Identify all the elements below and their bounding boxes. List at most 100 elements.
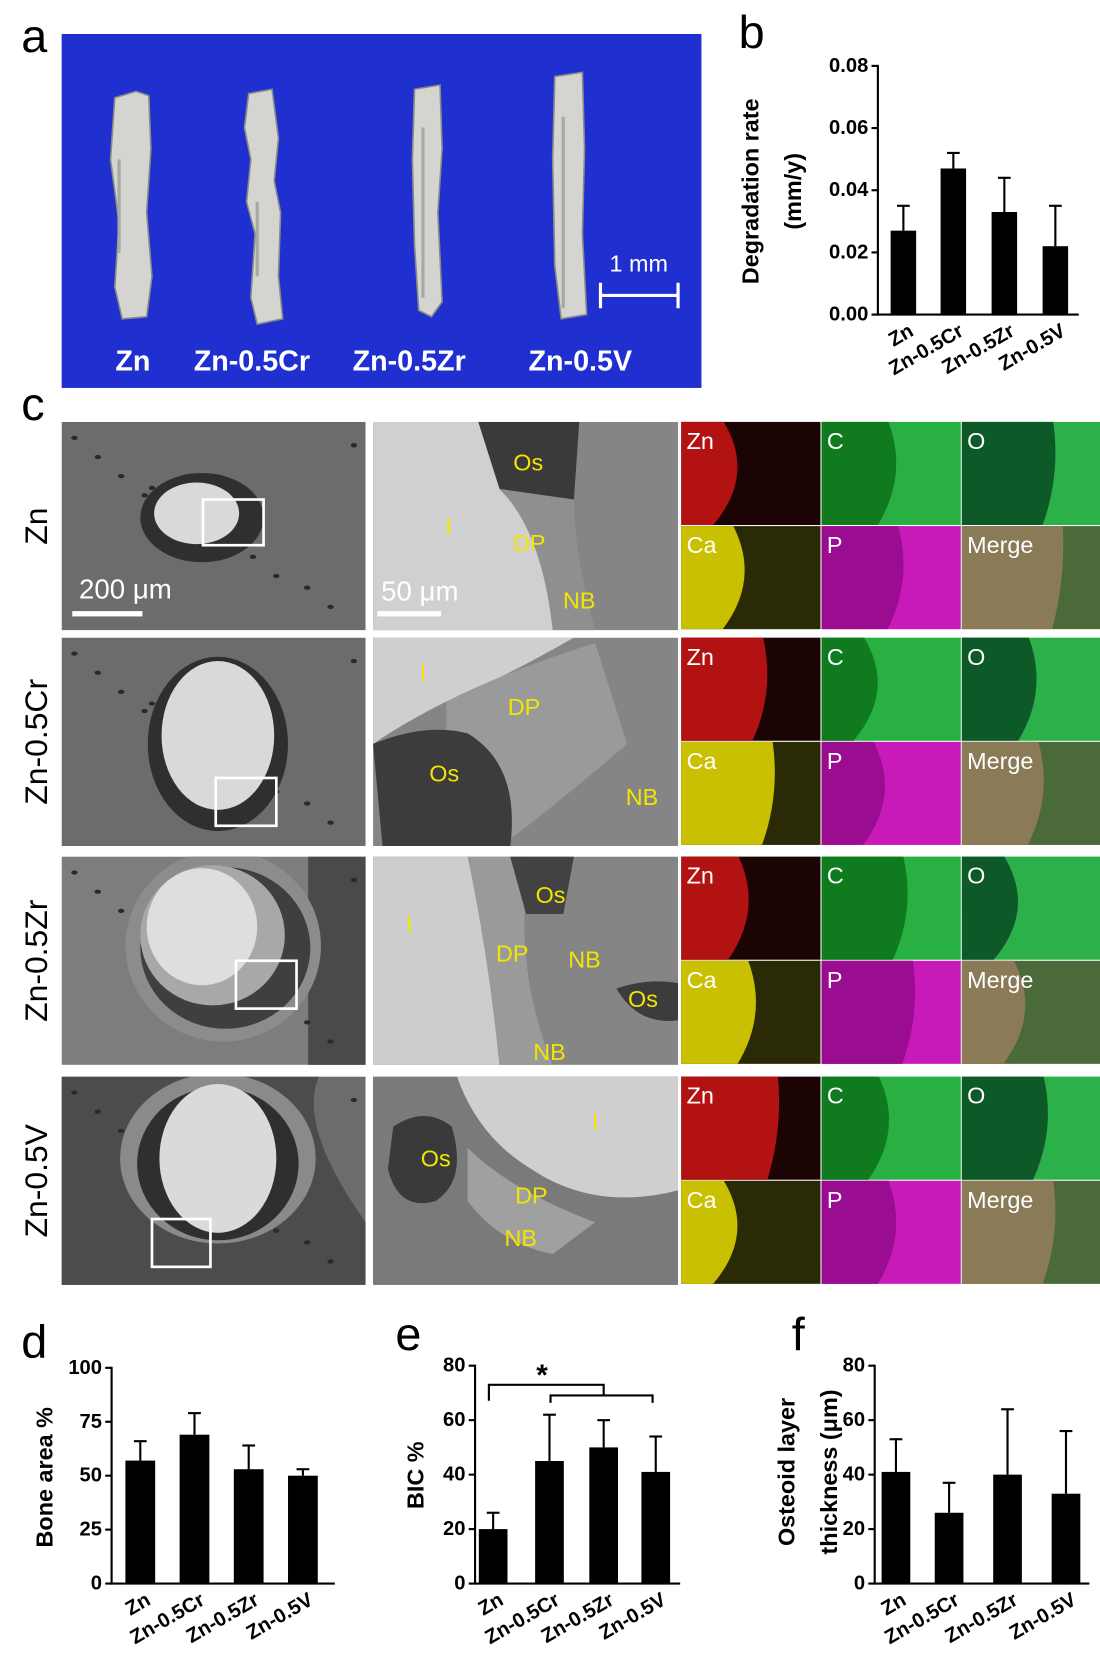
eds-label: C xyxy=(827,644,844,670)
lacuna xyxy=(118,690,124,694)
eds-label: Ca xyxy=(687,1187,717,1213)
eds-label: Merge xyxy=(967,532,1033,558)
row-label: Zn xyxy=(18,507,54,544)
eds-label: Zn xyxy=(687,1083,714,1109)
bar xyxy=(479,1529,508,1583)
y-tick-label: 50 xyxy=(80,1465,102,1487)
eds-label: Merge xyxy=(967,1187,1033,1213)
bar xyxy=(234,1469,264,1583)
tissue-label: Os xyxy=(513,449,543,475)
implant-render xyxy=(553,72,587,319)
bar xyxy=(125,1461,155,1584)
lacuna xyxy=(95,671,101,675)
tissue-label: Os xyxy=(536,882,566,908)
overview-micrograph xyxy=(62,850,372,1065)
eds-label: P xyxy=(827,1187,843,1213)
x-tick-label: Zn-0.5V xyxy=(1006,1589,1081,1645)
panel-letter: a xyxy=(21,10,47,62)
lacuna xyxy=(351,1098,357,1102)
bar xyxy=(993,1475,1022,1584)
y-tick-label: 80 xyxy=(843,1355,865,1377)
eds-label: O xyxy=(967,1083,985,1109)
y-tick-label: 0.00 xyxy=(829,304,868,326)
eds-label: Zn xyxy=(687,863,714,889)
y-axis-label: (mm/y) xyxy=(780,153,806,230)
eds-label: P xyxy=(827,532,843,558)
lacuna xyxy=(304,1020,310,1024)
y-tick-label: 80 xyxy=(443,1355,465,1377)
y-axis-label: Osteoid layer xyxy=(773,1398,799,1546)
eds-label: C xyxy=(827,1083,844,1109)
tissue-label: I xyxy=(445,513,452,539)
lacuna xyxy=(273,574,279,578)
y-tick-label: 25 xyxy=(80,1519,102,1541)
tissue-label: Os xyxy=(429,761,459,787)
y-tick-label: 0.04 xyxy=(829,179,869,201)
lacuna xyxy=(327,1259,333,1263)
overview-micrograph xyxy=(62,638,366,846)
eds-label: P xyxy=(827,967,843,993)
eds-label: Ca xyxy=(687,532,717,558)
y-tick-label: 0.06 xyxy=(829,117,868,139)
tissue-label: NB xyxy=(533,1039,565,1065)
lacuna xyxy=(304,1240,310,1244)
scale-bar-label: 50 μm xyxy=(381,575,458,606)
lacuna xyxy=(327,605,333,609)
eds-label: Ca xyxy=(687,967,717,993)
lacuna xyxy=(273,1229,279,1233)
scale-bar-label: 1 mm xyxy=(610,251,668,277)
lacuna xyxy=(71,436,77,440)
y-tick-label: 0 xyxy=(454,1573,465,1595)
bar xyxy=(882,1472,911,1584)
bar xyxy=(941,168,967,314)
implant-label: Zn-0.5V xyxy=(528,345,632,377)
y-tick-label: 0 xyxy=(91,1573,102,1595)
x-tick-label: Zn xyxy=(475,1589,507,1620)
implant-render xyxy=(412,85,442,317)
significance-bracket xyxy=(489,1385,653,1403)
y-axis-label: Degradation rate xyxy=(737,98,763,284)
eds-label: Zn xyxy=(687,644,714,670)
y-tick-label: 60 xyxy=(443,1409,465,1431)
lacuna xyxy=(351,878,357,882)
y-tick-label: 0.08 xyxy=(829,55,868,77)
lacuna xyxy=(141,493,147,497)
bar xyxy=(288,1476,318,1584)
y-tick-label: 0.02 xyxy=(829,241,868,263)
tissue-label: NB xyxy=(505,1225,537,1251)
tissue-label: I xyxy=(420,660,427,686)
bar xyxy=(180,1435,210,1584)
y-tick-label: 75 xyxy=(80,1411,102,1433)
lacuna xyxy=(95,1110,101,1114)
bar xyxy=(641,1472,670,1584)
page-body: {"panel_a": {"letter": "a", "labels": ["… xyxy=(0,0,1100,1667)
tissue-label: Os xyxy=(628,986,658,1012)
tissue-label: DP xyxy=(508,694,540,720)
tissue-label: NB xyxy=(568,947,600,973)
panel-letter: c xyxy=(21,378,44,430)
bar xyxy=(1043,246,1069,314)
bar xyxy=(935,1513,964,1584)
lacuna xyxy=(250,555,256,559)
tissue-label: I xyxy=(406,912,413,938)
lacuna xyxy=(351,659,357,663)
eds-label: P xyxy=(827,748,843,774)
bar xyxy=(589,1447,618,1583)
y-tick-label: 0 xyxy=(854,1573,865,1595)
y-tick-label: 40 xyxy=(843,1464,865,1486)
panel-letter: b xyxy=(739,6,765,58)
row-label: Zn-0.5Cr xyxy=(18,679,54,805)
y-tick-label: 40 xyxy=(443,1464,465,1486)
lacuna xyxy=(95,455,101,459)
detail-micrograph xyxy=(373,1077,678,1286)
lacuna xyxy=(141,709,147,713)
lacuna xyxy=(351,443,357,447)
y-tick-label: 20 xyxy=(843,1518,865,1540)
eds-label: O xyxy=(967,863,985,889)
y-tick-label: 60 xyxy=(843,1409,865,1431)
lacuna xyxy=(71,870,77,874)
panel-letter: d xyxy=(21,1315,47,1367)
lacuna xyxy=(118,909,124,913)
lacuna xyxy=(304,586,310,590)
figure: aZnZn-0.5CrZn-0.5ZrZn-0.5V1 mmcZnOsIDPNB… xyxy=(0,0,1100,1667)
